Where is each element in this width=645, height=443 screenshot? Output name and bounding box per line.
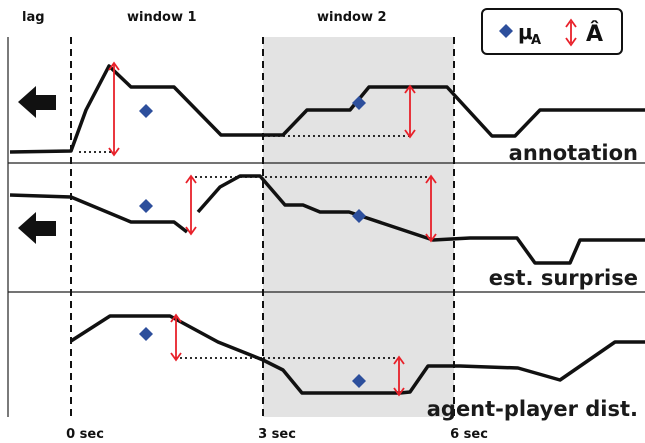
legend-mean-subscript: A <box>531 33 541 48</box>
amplitude-arrow <box>393 355 405 397</box>
left-arrow-icon <box>18 86 56 118</box>
window-2-label: window 2 <box>317 10 387 25</box>
track-label-annotation: annotation <box>509 141 638 165</box>
mean-marker-icon <box>499 24 513 38</box>
track-label-agent-player-dist: agent-player dist. <box>427 397 638 421</box>
window-1-label: window 1 <box>127 10 197 25</box>
mean-marker <box>352 374 366 388</box>
amplitude-arrow-icon <box>565 18 577 47</box>
mean-marker <box>139 327 153 341</box>
surprise-curve <box>196 174 645 265</box>
tick-label-6: 6 sec <box>450 427 488 442</box>
track-est-surprise: est. surprise <box>9 174 645 290</box>
window-2-shade <box>263 37 454 417</box>
lag-label: lag <box>22 10 45 25</box>
left-arrow-icon <box>18 212 56 244</box>
amplitude-arrow <box>425 174 437 243</box>
amplitude-arrow <box>108 61 120 157</box>
amplitude-arrow <box>170 313 182 362</box>
mean-marker <box>352 96 366 110</box>
mean-marker <box>352 209 366 223</box>
track-label-est-surprise: est. surprise <box>489 266 638 290</box>
surprise-curve <box>9 193 189 234</box>
legend-amp-label: Â <box>586 21 603 47</box>
legend-mean-label: μ <box>518 20 533 44</box>
annotation-curve <box>9 64 645 154</box>
mean-marker <box>139 104 153 118</box>
mean-marker <box>139 199 153 213</box>
amplitude-arrow <box>185 174 197 236</box>
legend-box <box>481 8 623 55</box>
tick-label-0: 0 sec <box>66 427 104 442</box>
track-annotation: annotation <box>9 61 645 165</box>
amplitude-arrow <box>404 84 416 139</box>
tick-label-3: 3 sec <box>258 427 296 442</box>
track-agent-player-dist: agent-player dist. <box>70 313 645 421</box>
legend: μ A Â <box>481 8 623 55</box>
